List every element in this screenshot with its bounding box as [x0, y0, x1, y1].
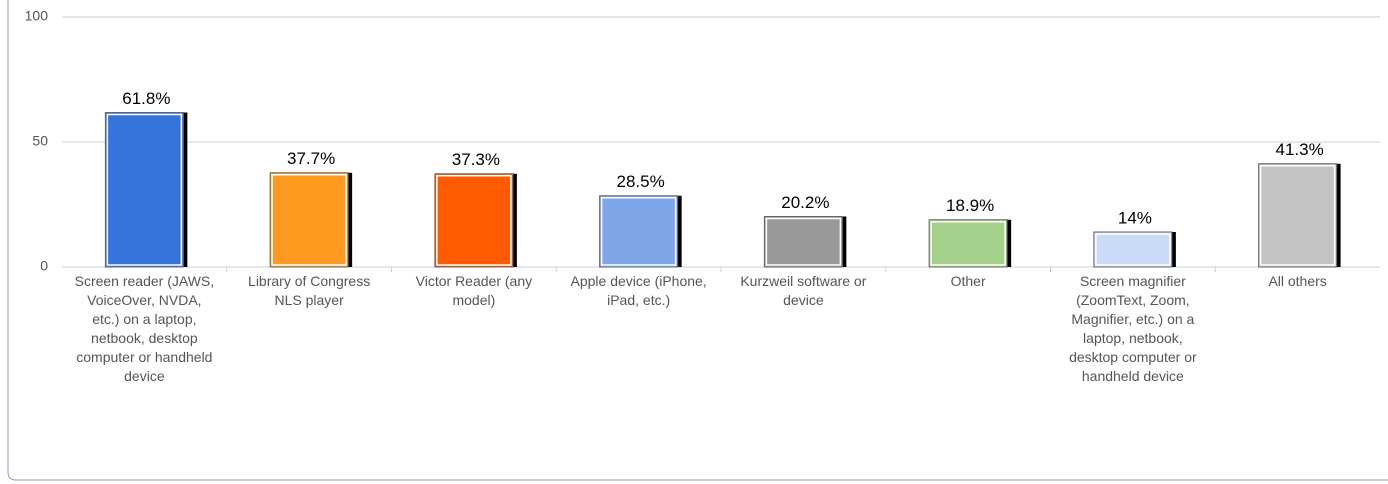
value-label: 28.5% — [617, 172, 665, 191]
bar — [104, 112, 184, 268]
value-label: 61.8% — [122, 89, 170, 108]
bar-inner-border — [1095, 233, 1171, 266]
bar — [928, 219, 1008, 268]
x-tick-label: Apple device (iPhone, iPad, etc.) — [570, 273, 707, 308]
x-label-box: Screen magnifier (ZoomText, Zoom, Magnif… — [1069, 273, 1197, 384]
bar-inner-border — [765, 217, 842, 266]
x-label-box: Library of Congress NLS player — [248, 273, 371, 308]
value-label: 41.3% — [1276, 140, 1324, 159]
bar-inner-border — [436, 175, 512, 266]
bar-inner-border — [600, 197, 677, 266]
bar — [763, 216, 843, 268]
x-tick-label: Screen reader (JAWS, VoiceOver, NVDA, et… — [74, 273, 215, 384]
value-label: 37.7% — [287, 149, 335, 168]
x-label-box: Apple device (iPhone, iPad, etc.) — [570, 273, 707, 308]
y-tick-label: 50 — [32, 133, 48, 149]
x-label-box: All others — [1268, 273, 1327, 289]
bar — [599, 195, 679, 268]
bar-inner-border — [271, 174, 347, 266]
y-tick-label: 0 — [40, 258, 48, 274]
x-label-box: Victor Reader (any model) — [415, 273, 533, 308]
value-label: 14% — [1118, 208, 1152, 227]
x-tick-label: Kurzweil software or device — [740, 273, 867, 308]
bar-inner-border — [106, 113, 183, 266]
value-label: 18.9% — [946, 196, 994, 215]
bar-inner-border — [930, 221, 1006, 266]
bar-inner-border — [1259, 165, 1336, 266]
bar — [1093, 231, 1173, 268]
frame — [7, 0, 1388, 481]
y-tick-label: 100 — [25, 8, 49, 24]
x-tick-label: All others — [1268, 273, 1327, 289]
x-tick-label: Library of Congress NLS player — [248, 273, 371, 308]
x-tick-label: Victor Reader (any model) — [415, 273, 533, 308]
bar — [269, 172, 349, 268]
value-label: 20.2% — [781, 193, 829, 212]
bar — [1258, 163, 1338, 268]
x-label-box: Kurzweil software or device — [740, 273, 867, 308]
x-label-box: Other — [950, 273, 986, 289]
bar — [434, 173, 514, 268]
x-tick-label: Screen magnifier (ZoomText, Zoom, Magnif… — [1069, 273, 1197, 384]
value-label: 37.3% — [452, 150, 500, 169]
x-label-box: Screen reader (JAWS, VoiceOver, NVDA, et… — [74, 273, 215, 384]
x-tick-label: Other — [950, 273, 986, 289]
